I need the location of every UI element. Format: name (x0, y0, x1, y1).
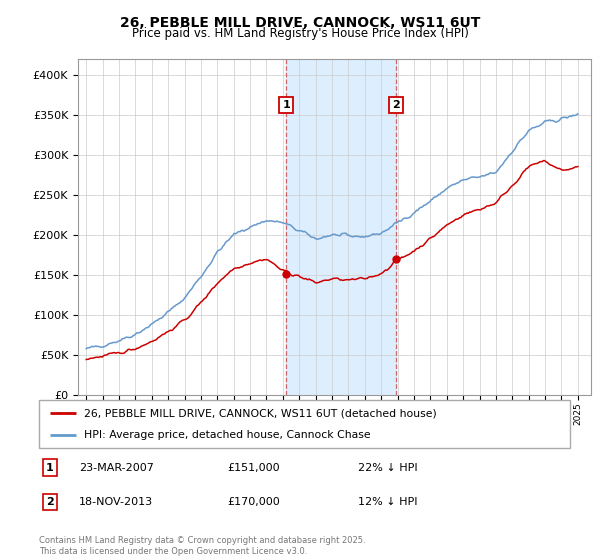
FancyBboxPatch shape (39, 400, 570, 448)
Text: 23-MAR-2007: 23-MAR-2007 (79, 463, 154, 473)
Text: 1: 1 (283, 100, 290, 110)
Text: 26, PEBBLE MILL DRIVE, CANNOCK, WS11 6UT: 26, PEBBLE MILL DRIVE, CANNOCK, WS11 6UT (120, 16, 480, 30)
Text: 22% ↓ HPI: 22% ↓ HPI (358, 463, 417, 473)
Text: 2: 2 (392, 100, 400, 110)
Text: HPI: Average price, detached house, Cannock Chase: HPI: Average price, detached house, Cann… (84, 430, 371, 440)
Text: Contains HM Land Registry data © Crown copyright and database right 2025.
This d: Contains HM Land Registry data © Crown c… (39, 536, 365, 556)
Text: 1: 1 (46, 463, 53, 473)
Bar (286, 59, 396, 395)
Text: £170,000: £170,000 (227, 497, 280, 507)
Text: 2: 2 (46, 497, 53, 507)
Text: 18-NOV-2013: 18-NOV-2013 (79, 497, 153, 507)
Text: Price paid vs. HM Land Registry's House Price Index (HPI): Price paid vs. HM Land Registry's House … (131, 27, 469, 40)
Text: 26, PEBBLE MILL DRIVE, CANNOCK, WS11 6UT (detached house): 26, PEBBLE MILL DRIVE, CANNOCK, WS11 6UT… (84, 408, 437, 418)
Text: £151,000: £151,000 (227, 463, 280, 473)
Text: 12% ↓ HPI: 12% ↓ HPI (358, 497, 417, 507)
